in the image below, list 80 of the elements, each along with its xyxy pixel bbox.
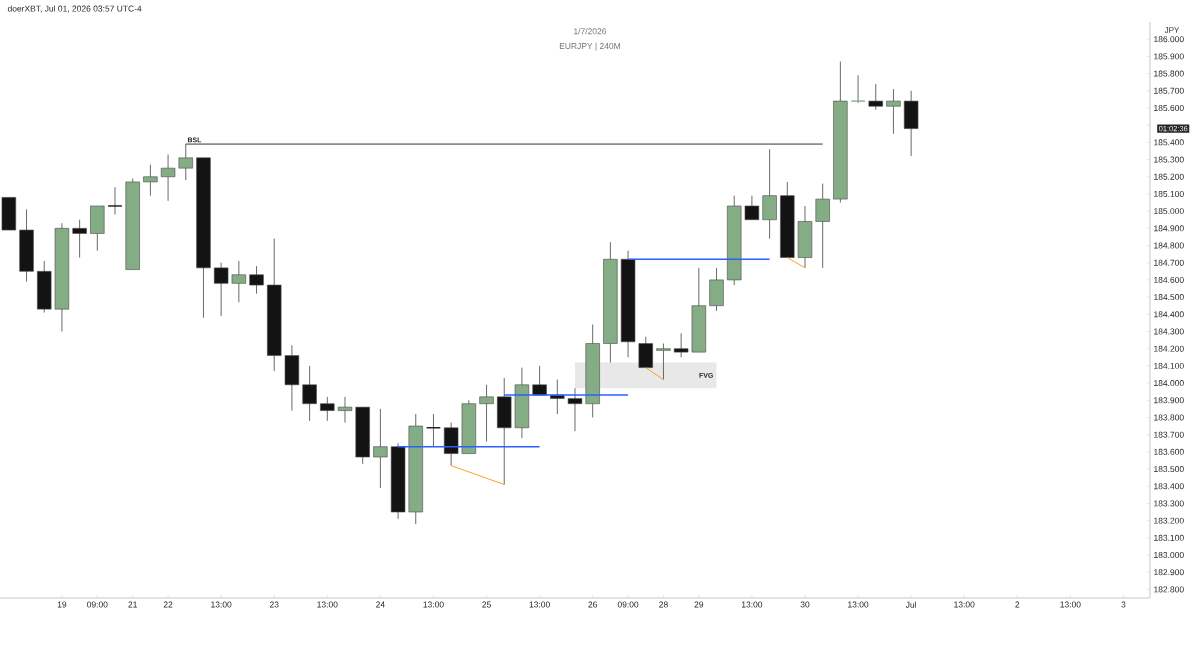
x-tick-label: 2 <box>1015 601 1020 608</box>
y-tick-label: 184.800 <box>1154 242 1184 249</box>
y-tick-label: 185.900 <box>1154 53 1184 60</box>
y-tick-label: 185.400 <box>1154 139 1184 146</box>
x-tick-label: 26 <box>588 601 598 608</box>
x-tick-label: 13:00 <box>211 601 232 608</box>
candlestick <box>567 387 583 432</box>
x-tick-label: 13:00 <box>954 601 975 608</box>
y-tick-label: 183.400 <box>1154 483 1184 490</box>
candlestick <box>373 408 388 489</box>
y-tick-label: 184.300 <box>1154 328 1184 335</box>
candlestick <box>532 365 547 396</box>
y-tick-label: 185.100 <box>1154 190 1184 197</box>
x-tick-label: 21 <box>128 601 137 608</box>
y-tick-label: 185.000 <box>1154 208 1184 215</box>
x-tick-label: 09:00 <box>87 601 108 608</box>
text: 1/7/2026 <box>574 28 607 35</box>
candlestick <box>107 186 123 216</box>
candlestick <box>673 332 689 358</box>
candlestick <box>249 265 264 295</box>
y-tick-label: 185.700 <box>1154 87 1184 94</box>
x-tick-label: 24 <box>376 601 385 608</box>
candlestick <box>656 343 671 381</box>
x-tick-label: 09:00 <box>617 601 639 608</box>
candlestick <box>886 88 901 135</box>
x-tick-label: 30 <box>800 601 810 608</box>
x-tick-label: 13:00 <box>1060 601 1081 608</box>
y-tick-label: 183.200 <box>1154 517 1184 524</box>
candlestick <box>337 396 353 424</box>
x-tick-label: 3 <box>1121 601 1126 608</box>
x-tick-label: Jul <box>905 601 916 608</box>
candlestick <box>868 83 883 111</box>
candlestick <box>213 262 229 317</box>
candlestick <box>479 384 494 442</box>
y-tick-label: 182.900 <box>1154 569 1184 576</box>
text: EURJPY | 240M <box>559 42 620 51</box>
y-tick-label: 184.100 <box>1154 362 1184 369</box>
candlestick <box>850 74 866 104</box>
y-tick-label: 183.000 <box>1154 552 1184 559</box>
y-tick-label: 183.100 <box>1154 534 1184 541</box>
candlestick <box>815 183 830 269</box>
y-tick-label: 184.500 <box>1154 294 1184 301</box>
x-tick-label: 28 <box>659 601 668 608</box>
candlestick <box>231 260 247 303</box>
y-tick-label: 183.900 <box>1154 397 1184 404</box>
y-tick-label: 183.600 <box>1154 448 1184 455</box>
candlestick <box>143 164 158 197</box>
x-tick-label: 23 <box>269 601 279 608</box>
text: doerXBT, Jul 01, 2026 03:57 UTC-4 <box>7 5 142 13</box>
x-tick-label: 13:00 <box>529 601 550 608</box>
y-tick-label: 183.300 <box>1154 500 1184 507</box>
y-tick-label: 183.700 <box>1154 431 1184 438</box>
candlestick <box>744 195 760 221</box>
y-tick-label: 185.200 <box>1154 173 1184 180</box>
y-tick-label: 184.900 <box>1154 225 1184 232</box>
x-tick-label: 22 <box>163 601 173 608</box>
x-tick-label: 19 <box>57 601 67 608</box>
candlestick <box>178 143 193 181</box>
y-tick-label: 184.200 <box>1154 345 1184 352</box>
candlestick <box>320 396 335 422</box>
y-tick-label: 186.000 <box>1154 36 1184 43</box>
candlestick <box>160 153 176 202</box>
candlestick <box>302 365 317 422</box>
x-tick-label: 13:00 <box>741 601 763 608</box>
x-tick-label: 13:00 <box>423 601 444 608</box>
x-tick-label: 25 <box>482 601 491 608</box>
y-tick-label: 184.400 <box>1154 311 1184 318</box>
y-tick-label: 183.800 <box>1154 414 1184 421</box>
y-tick-label: 185.300 <box>1154 156 1184 163</box>
x-tick-label: 13:00 <box>848 601 869 608</box>
y-tick-label: 185.800 <box>1154 70 1184 77</box>
y-tick-label: 185.600 <box>1154 104 1184 111</box>
y-tick-label: 184.700 <box>1154 259 1184 266</box>
x-tick-label: 13:00 <box>317 601 338 608</box>
y-tick-label: 183.500 <box>1154 466 1184 473</box>
candlestick <box>72 219 87 258</box>
y-tick-label: 184.600 <box>1154 276 1184 283</box>
y-tick-label: 184.000 <box>1154 380 1184 387</box>
y-tick-label: 182.800 <box>1154 586 1184 593</box>
x-tick-label: 29 <box>694 601 704 608</box>
